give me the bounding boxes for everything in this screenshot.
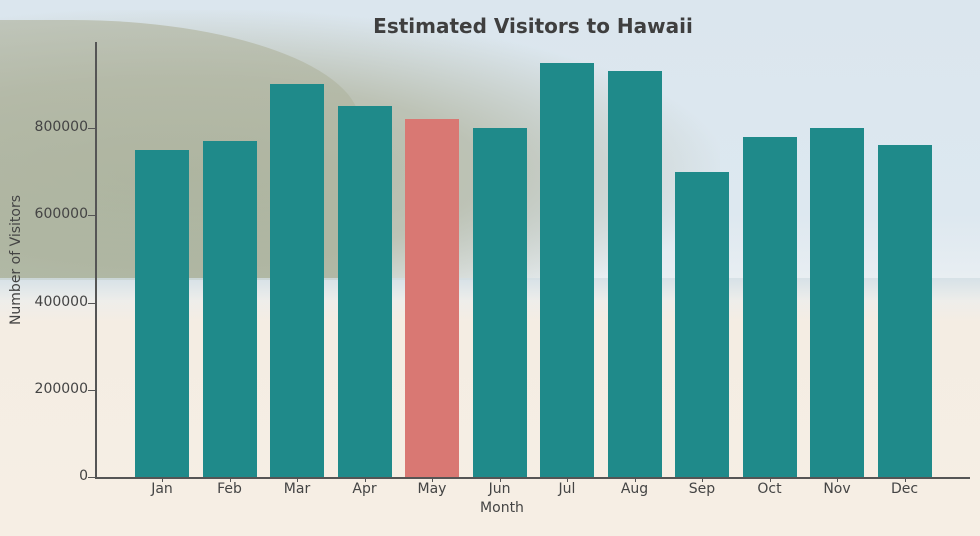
x-tick-mark xyxy=(837,477,838,482)
bar-may xyxy=(405,119,459,477)
x-tick-label: Aug xyxy=(620,481,649,497)
y-tick-mark xyxy=(88,477,95,478)
bar-jul xyxy=(540,62,594,477)
x-tick-label: Feb xyxy=(217,481,242,497)
bar-jun xyxy=(472,128,527,477)
y-tick-mark xyxy=(88,128,95,129)
y-axis-label: Number of Visitors xyxy=(8,194,24,326)
y-tick-label: 400000 xyxy=(34,293,88,310)
x-tick-mark xyxy=(432,477,433,482)
x-tick-mark xyxy=(702,477,703,482)
x-tick-label: Apr xyxy=(352,481,377,497)
bar-nov xyxy=(810,128,864,477)
x-tick-mark xyxy=(769,477,771,482)
x-tick-label: Dec xyxy=(890,481,919,497)
bar-feb xyxy=(202,141,257,477)
y-tick-label: 800000 xyxy=(34,119,88,135)
x-tick-label: Oct xyxy=(757,481,782,497)
x-tick-label: Jun xyxy=(488,481,511,497)
bar-oct xyxy=(742,136,797,477)
x-tick-mark xyxy=(364,477,366,482)
x-tick-label: Mar xyxy=(283,481,311,497)
x-tick-label: Nov xyxy=(823,481,851,497)
x-tick-mark xyxy=(567,477,568,482)
chart-title: Estimated Visitors to Hawaii xyxy=(373,14,693,38)
plot-area xyxy=(95,42,970,477)
y-axis xyxy=(95,42,97,478)
x-tick-label: Sep xyxy=(688,481,716,497)
x-axis xyxy=(95,477,970,479)
x-tick-mark xyxy=(499,477,501,482)
bar-jan xyxy=(135,149,189,477)
x-tick-mark xyxy=(634,477,636,482)
x-tick-mark xyxy=(162,477,163,482)
x-tick-mark xyxy=(297,477,298,482)
bar-aug xyxy=(607,71,662,477)
x-tick-mark xyxy=(904,477,906,482)
x-axis-label: Month xyxy=(480,500,524,516)
y-tick-mark xyxy=(88,302,95,304)
y-tick-mark xyxy=(88,215,95,217)
bar-sep xyxy=(675,171,729,477)
y-tick-label: 0 xyxy=(79,468,88,484)
bar-mar xyxy=(270,84,324,477)
x-tick-mark xyxy=(229,477,231,482)
bar-apr xyxy=(337,106,392,477)
x-tick-label: Jan xyxy=(151,481,173,497)
y-tick-label: 600000 xyxy=(34,206,88,223)
x-tick-label: May xyxy=(417,481,447,497)
x-tick-label: Jul xyxy=(558,481,576,497)
bar-dec xyxy=(877,145,932,477)
y-tick-label: 200000 xyxy=(34,380,88,397)
y-tick-mark xyxy=(88,389,95,391)
